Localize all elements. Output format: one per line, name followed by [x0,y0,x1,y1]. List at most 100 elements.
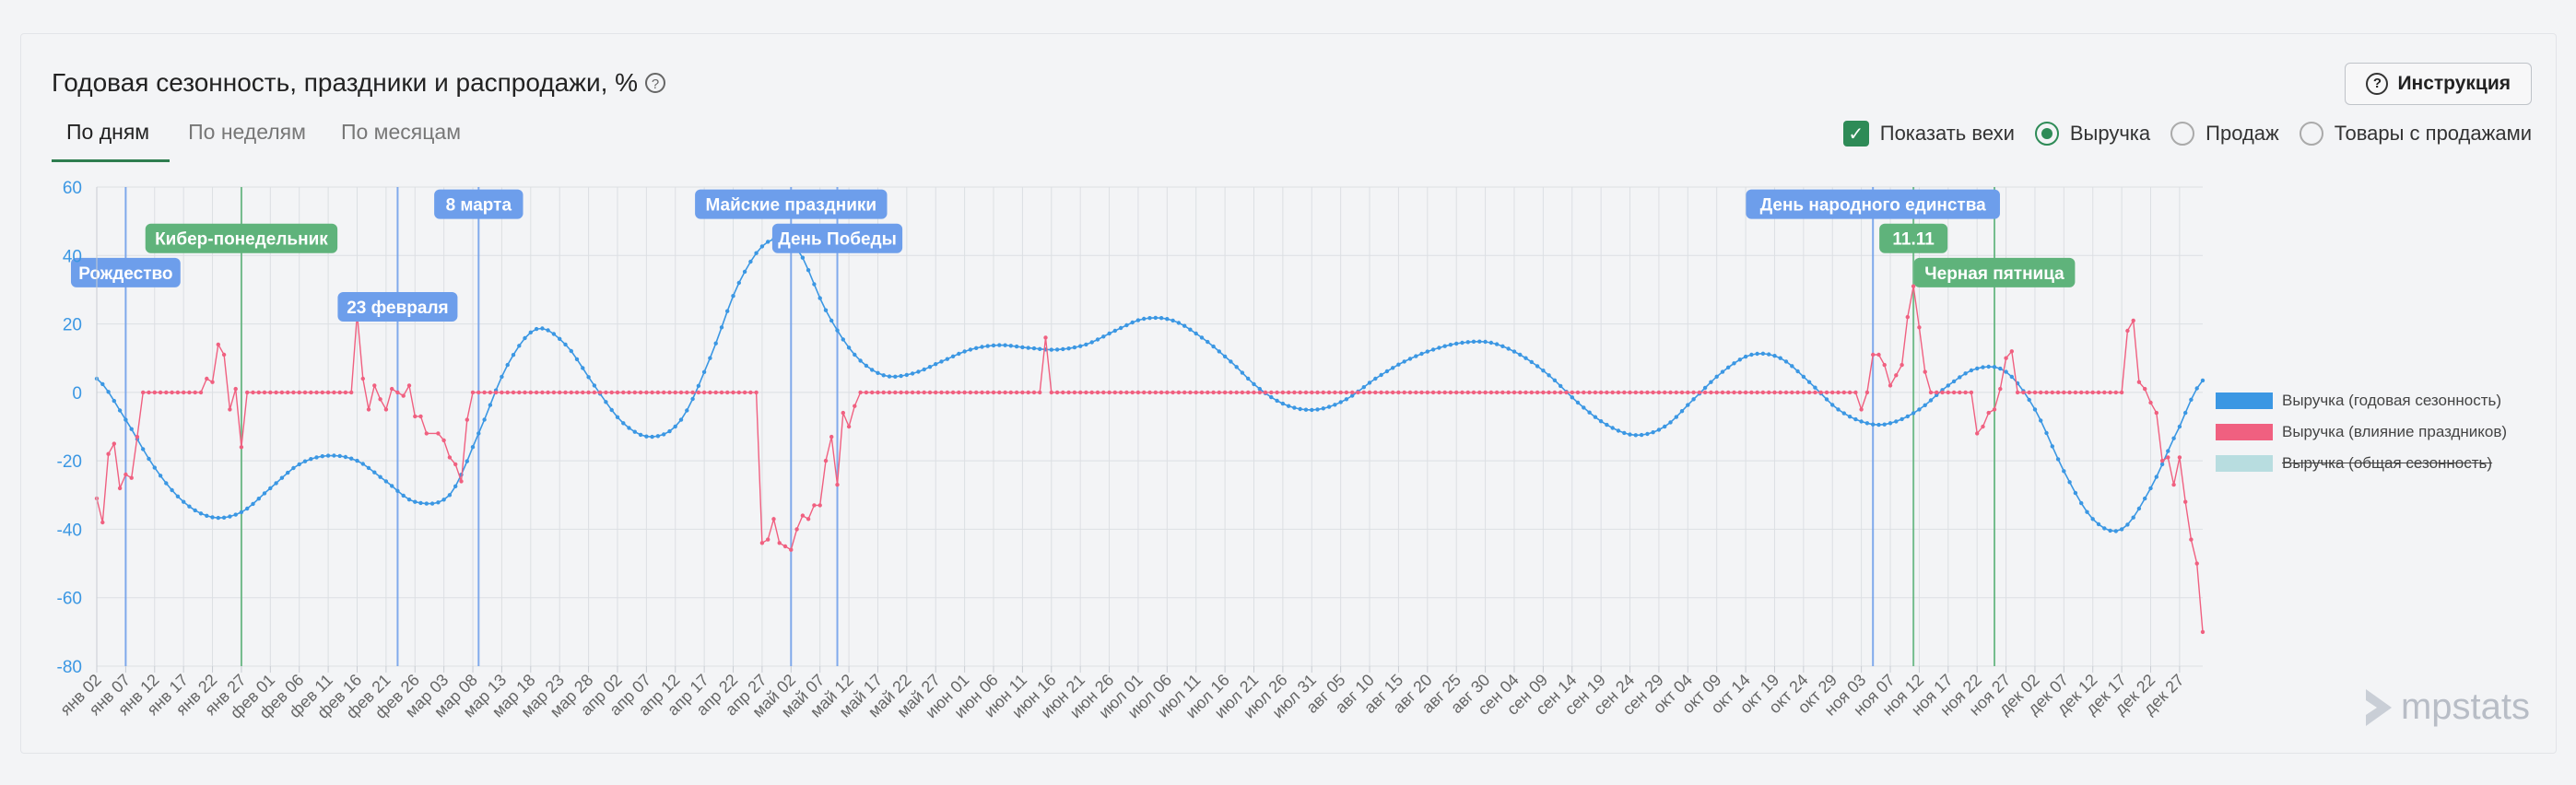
series-point [1911,284,1916,288]
series-point [1900,416,1904,422]
series-point [609,390,614,395]
legend-item-general[interactable]: Выручка (общая сезонность) [2216,448,2507,479]
series-point [1969,368,1974,373]
show-milestones-checkbox[interactable]: ✓ [1842,121,1869,146]
series-point [1442,390,1447,395]
series-point [1645,390,1650,395]
series-point [1049,347,1054,352]
tab-weeks[interactable]: По неделям [188,120,306,144]
series-point [1813,385,1817,390]
series-point [100,381,105,387]
series-point [112,398,117,404]
y-tick-label: 60 [63,179,82,198]
series-point [597,390,603,395]
tab-months[interactable]: По месяцам [340,120,462,144]
series-point [117,486,123,491]
series-point [1639,432,1644,438]
series-point [1963,371,1968,376]
series-point [2125,328,2130,334]
series-point [1830,390,1835,395]
series-point [1518,390,1523,395]
radio-products-with-sales[interactable] [2299,122,2323,146]
series-point [1147,390,1152,395]
instruction-button[interactable]: ? Инструкция [2345,63,2532,105]
series-point [112,441,117,446]
milestone-label-text: День Победы [778,230,897,250]
series-point [372,383,377,388]
legend-item-holidays[interactable]: Выручка (влияние праздников) [2216,416,2507,448]
series-point [2189,397,2194,402]
series-point [1651,390,1655,395]
series-point [1969,390,1974,395]
series-point [766,537,770,542]
series-point [736,280,741,286]
series-point [968,390,973,395]
tab-days[interactable]: По дням [52,120,171,162]
series-point [2096,521,2101,527]
series-point [922,367,926,372]
help-icon[interactable]: ? [645,73,666,93]
series-point [1054,347,1060,352]
series-point [708,390,712,395]
series-point [604,400,608,404]
series-point [1199,335,1205,340]
series-point [141,390,146,395]
series-point [1454,341,1459,346]
series-point [1610,426,1615,430]
series-point [876,390,880,395]
series-point [1084,390,1088,395]
series-point [2183,410,2188,416]
series-point [1894,373,1899,378]
series-point [441,498,446,502]
series-point [1876,422,1881,428]
series-point [279,475,285,480]
series-point [1981,424,1985,429]
series-point [592,383,597,388]
series-point [221,352,227,357]
series-point [1575,390,1581,395]
series-point [725,309,730,313]
series-point [1454,390,1459,395]
series-point [453,484,458,488]
series-point [2090,517,2095,521]
series-point [1975,366,1980,371]
series-point [274,390,278,395]
legend-item-seasonality[interactable]: Выручка (годовая сезонность) [2216,385,2507,416]
series-point [2143,496,2147,501]
series-point [2194,386,2199,391]
series-point [1240,370,1245,375]
radio-revenue[interactable] [2034,122,2059,146]
series-point [1853,416,1858,422]
series-point [823,308,829,312]
series-point [1442,344,1447,348]
series-point [1280,390,1286,395]
series-point [1246,376,1251,381]
series-point [1726,390,1731,395]
series-point [581,390,585,395]
series-point [627,426,631,430]
series-point [2108,390,2112,395]
series-point [853,404,857,408]
series-point [1049,390,1054,395]
series-point [2194,561,2199,566]
series-point [627,390,631,395]
series-point [1859,419,1864,424]
milestone-label-text: Рождество [78,264,172,284]
series-point [1170,390,1175,395]
series-point [2085,510,2089,514]
series-point [2039,390,2043,395]
series-point [991,390,996,395]
series-point [742,390,747,395]
series-point [1958,375,1962,380]
series-point [147,390,151,395]
series-point [1043,335,1048,340]
series-point [812,503,817,508]
y-tick-label: -80 [57,658,82,677]
series-point [719,325,724,330]
series-point [1674,415,1679,419]
radio-sales[interactable] [2170,122,2195,146]
milestone-label-text: Майские праздники [705,196,876,216]
series-point [1460,340,1464,346]
series-point [1663,390,1667,395]
series-point [1089,390,1094,395]
